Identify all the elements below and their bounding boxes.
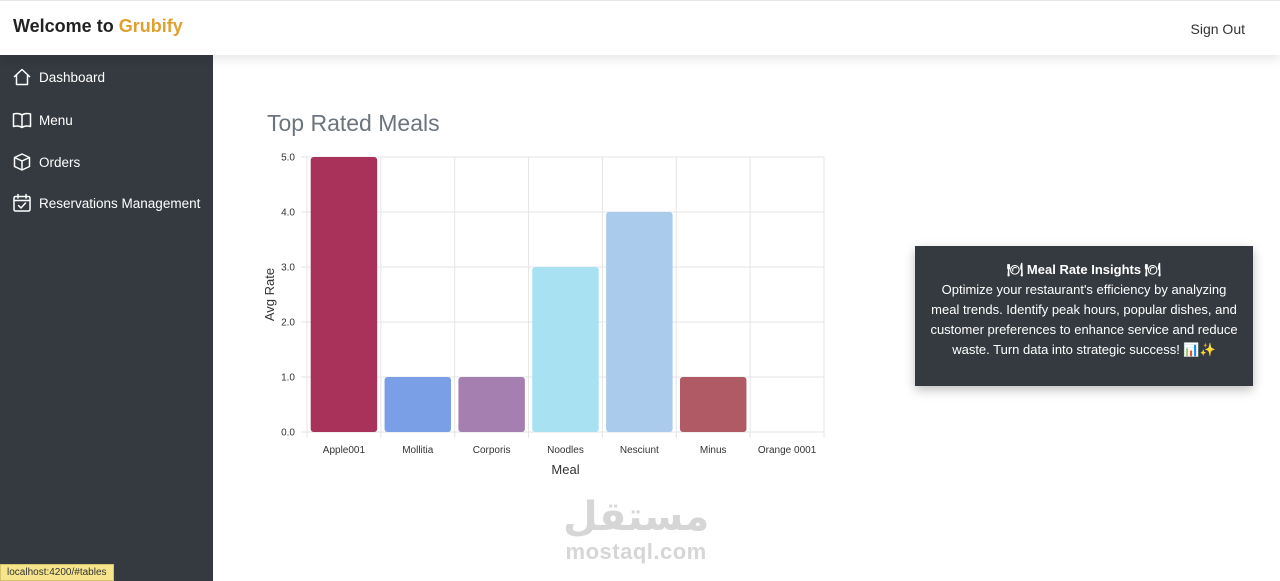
y-axis-title: Avg Rate (262, 268, 277, 321)
x-tick-label: Apple001 (323, 445, 366, 456)
insights-body: Optimize your restaurant's efficiency by… (930, 282, 1238, 357)
box-icon (13, 153, 31, 171)
y-tick-label: 2.0 (281, 318, 295, 329)
sidebar: Dashboard Menu Orders Reservations Manag… (0, 55, 213, 581)
y-tick-label: 5.0 (281, 153, 295, 164)
top-navbar: Welcome to Grubify Sign Out (0, 0, 1280, 55)
sidebar-item-orders[interactable]: Orders (12, 152, 80, 172)
bar-noodles (532, 267, 599, 432)
status-bar-url: localhost:4200/#tables (0, 564, 114, 581)
calendar-check-icon (13, 193, 31, 212)
sidebar-item-label: Menu (39, 112, 73, 128)
x-tick-label: Minus (700, 445, 727, 456)
watermark-arabic: مستقل (563, 495, 710, 539)
y-tick-label: 1.0 (281, 373, 295, 384)
bar-apple001 (310, 157, 378, 432)
x-tick-label: Corporis (473, 445, 511, 456)
x-axis-title: Meal (551, 462, 579, 477)
y-tick-label: 4.0 (281, 208, 295, 219)
watermark: مستقل mostaql.com (563, 495, 709, 565)
watermark-latin: mostaql.com (565, 539, 707, 564)
bar-mollitia (384, 377, 452, 432)
x-tick-label: Nesciunt (620, 445, 659, 456)
page-title: Top Rated Meals (267, 110, 440, 136)
sidebar-item-label: Dashboard (39, 69, 106, 85)
bar-corporis (458, 377, 525, 432)
x-tick-label: Orange 0001 (758, 445, 817, 456)
house-icon (13, 68, 31, 86)
y-tick-label: 3.0 (281, 263, 295, 274)
sidebar-item-dashboard[interactable]: Dashboard (12, 67, 105, 87)
brand-name: Grubify (118, 16, 183, 36)
sidebar-item-reservations[interactable]: Reservations Management (12, 193, 200, 213)
brand-prefix: Welcome to (13, 16, 114, 36)
x-tick-label: Mollitia (402, 445, 434, 456)
insights-title: 🍽 Meal Rate Insights 🍽 (1006, 262, 1162, 277)
sidebar-item-label: Orders (39, 154, 81, 170)
bar-nesciunt (606, 212, 673, 432)
sidebar-item-menu[interactable]: Menu (12, 110, 73, 130)
insights-panel: 🍽 Meal Rate Insights 🍽 Optimize your res… (915, 246, 1253, 386)
top-rated-meals-chart: 0.0 1.0 2.0 3.0 4.0 5.0 Apple001 Mollitia Corpor… (262, 153, 825, 477)
brand-title: Welcome to Grubify (13, 16, 183, 37)
x-tick-label: Noodles (547, 445, 584, 456)
y-tick-label: 0.0 (281, 428, 295, 439)
bar-minus (679, 377, 747, 432)
sign-out-button[interactable]: Sign Out (1190, 21, 1245, 37)
book-icon (12, 112, 32, 129)
sidebar-item-label: Reservations Management (39, 195, 201, 211)
